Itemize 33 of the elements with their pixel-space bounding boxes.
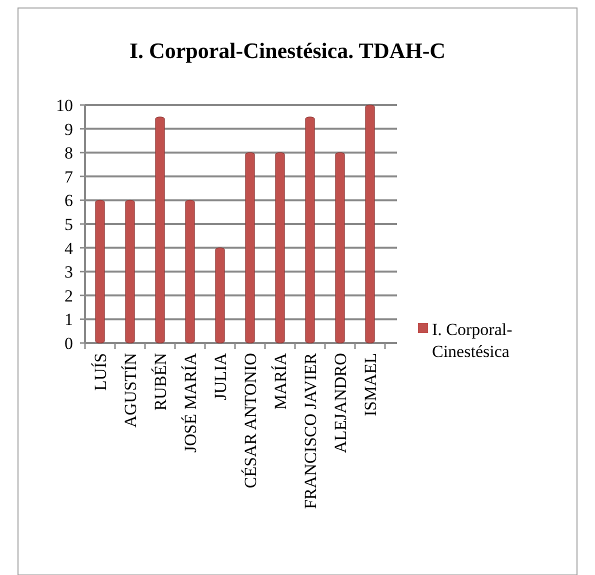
x-tick-label: RUBÉN xyxy=(151,353,170,411)
bar xyxy=(335,152,345,344)
y-tick-label: 0 xyxy=(64,334,73,353)
x-tick-label: CÉSAR ANTONIO xyxy=(241,353,260,488)
y-tick-label: 7 xyxy=(64,167,74,186)
x-tick-label: MARÍA xyxy=(271,352,290,410)
bar xyxy=(365,104,375,344)
bar xyxy=(125,200,135,344)
y-tick-label: 5 xyxy=(64,215,73,234)
y-tick-label: 10 xyxy=(56,96,73,115)
y-tick-label: 8 xyxy=(64,144,73,163)
x-tick-label: ALEJANDRO xyxy=(331,353,350,454)
y-tick-label: 6 xyxy=(64,191,73,210)
x-tick-label: JOSÉ MARÍA xyxy=(181,352,200,453)
x-tick-label: ISMAEL xyxy=(361,353,380,416)
legend-label: I. Corporal-Cinestésica xyxy=(432,320,513,361)
x-tick-label: FRANCISCO JAVIER xyxy=(301,352,320,510)
bar xyxy=(185,200,195,344)
bar xyxy=(305,116,315,344)
x-tick-label: JULIA xyxy=(211,352,230,400)
y-tick-label: 9 xyxy=(64,120,73,139)
y-tick-label: 2 xyxy=(64,286,73,306)
chart-title: I. Corporal-Cinestésica. TDAH-C xyxy=(129,38,446,63)
bar xyxy=(95,200,105,344)
bar xyxy=(275,152,285,344)
bar xyxy=(215,248,225,344)
y-tick-label: 4 xyxy=(64,238,74,258)
bar xyxy=(155,116,165,344)
y-tick-label: 1 xyxy=(64,310,73,330)
bar xyxy=(245,152,255,344)
y-tick-label: 3 xyxy=(64,262,73,282)
x-tick-label: AGUSTÍN xyxy=(121,353,140,428)
x-tick-label: LUÍS xyxy=(91,353,110,391)
